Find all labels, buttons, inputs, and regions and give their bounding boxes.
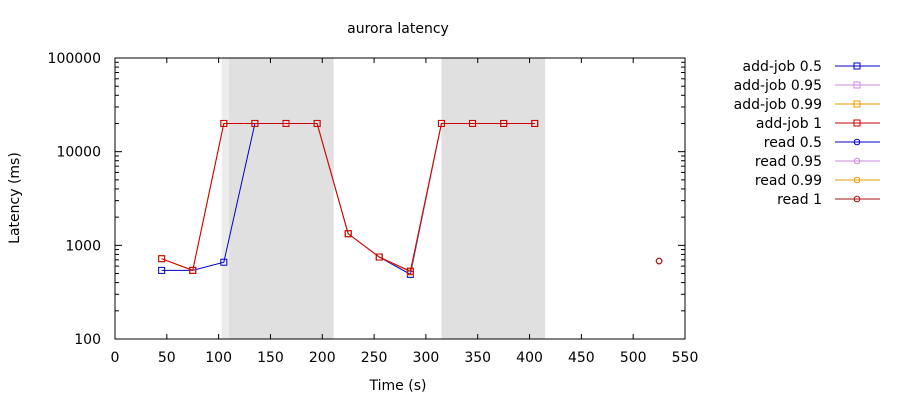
legend-label: read 0.99 [755,173,822,189]
legend-swatch-marker [853,100,861,108]
shaded-region-2 [441,58,546,339]
x-tick-label: 150 [257,350,284,366]
x-tick-label: 500 [620,350,647,366]
x-axis-label: Time (s) [369,378,427,394]
x-tick-label: 0 [111,350,120,366]
x-tick-label: 300 [413,350,440,366]
data-point [500,119,508,127]
legend: add-job 0.5 add-job 0.95 add-job 0.99 add-j… [734,59,880,208]
shaded-region-0 [221,58,229,339]
legend-swatch-marker [853,119,861,127]
shaded-regions [221,58,546,339]
data-point [406,267,414,275]
data-point [220,119,228,127]
axis-ticks: 0 50 100 150 200 250 300 350 400 450 500 550 100 1000… [48,51,699,366]
legend-swatch-marker [853,81,861,89]
data-point [158,266,166,274]
data-point [437,119,445,127]
legend-label: add-job 0.95 [734,78,822,94]
chart-title: aurora latency [347,21,449,37]
series-line [161,122,535,272]
data-point [158,255,166,263]
y-tick-label: 10000 [56,145,101,161]
x-tick-label: 400 [516,350,543,366]
x-tick-label: 200 [309,350,336,366]
y-tick-label: 1000 [65,238,101,254]
legend-label: read 1 [777,192,822,208]
legend-swatch-marker [853,62,861,70]
data-point [189,266,197,274]
y-tick-label: 100000 [48,51,101,67]
data-point [344,230,352,238]
legend-swatch-marker [853,138,861,146]
x-tick-label: 250 [361,350,388,366]
series-7 [655,257,663,265]
plot-frame [114,57,686,340]
legend-label: add-job 0.5 [743,59,822,75]
x-tick-label: 100 [205,350,232,366]
shaded-region-1 [229,58,334,339]
legend-swatch-marker [853,176,861,184]
legend-label: add-job 0.99 [734,97,822,113]
data-point [375,253,383,261]
data-point [531,119,539,127]
x-tick-label: 550 [672,350,699,366]
data-point [469,119,477,127]
legend-label: add-job 1 [756,116,822,132]
series-3 [158,119,539,275]
legend-swatch-marker [853,157,861,165]
x-tick-label: 50 [158,350,176,366]
legend-swatch-marker [853,195,861,203]
series-layer [158,119,663,278]
legend-label: read 0.95 [755,154,822,170]
y-tick-label: 100 [74,332,101,348]
data-point [655,257,663,265]
legend-label: read 0.5 [764,135,822,151]
data-point [220,258,228,266]
data-point [251,119,259,127]
data-point [282,119,290,127]
y-axis-label: Latency (ms) [7,152,23,244]
x-tick-label: 350 [464,350,491,366]
x-tick-label: 450 [568,350,595,366]
data-point [313,119,321,127]
